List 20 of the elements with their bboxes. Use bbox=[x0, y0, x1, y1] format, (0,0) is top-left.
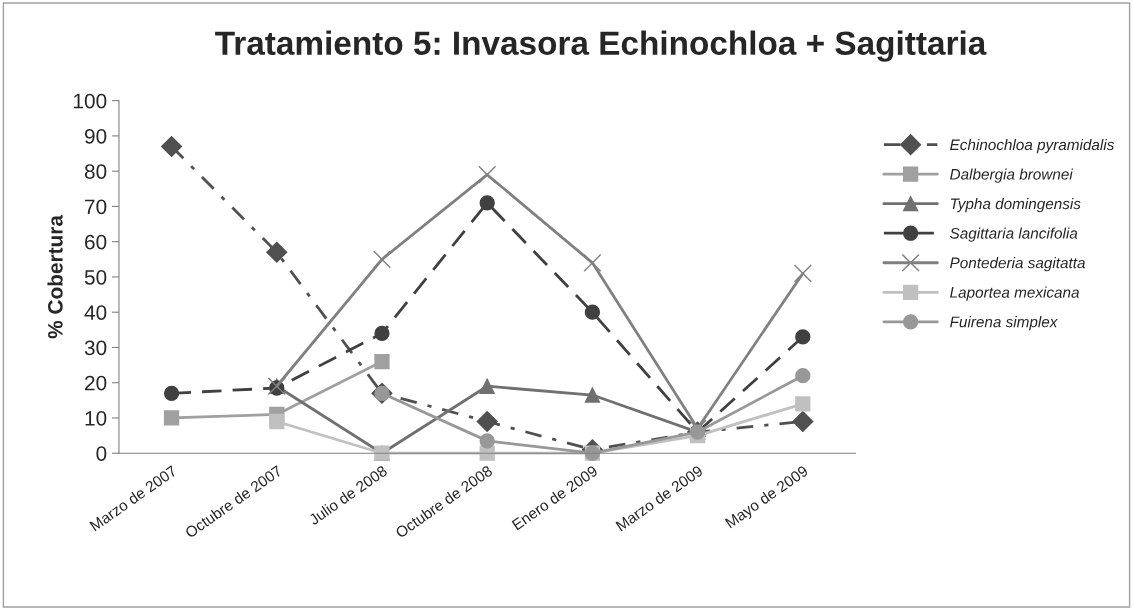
y-tick-label: 0 bbox=[96, 446, 107, 461]
y-tick-label: 90 bbox=[84, 128, 107, 144]
y-tick-label: 80 bbox=[84, 164, 107, 179]
y-tick-label: 100 bbox=[73, 93, 107, 109]
legend-label: Dalbergia brownei bbox=[950, 168, 1074, 183]
y-axis-title: % Cobertura bbox=[47, 214, 63, 339]
legend-label: Laportea mexicana bbox=[950, 286, 1080, 301]
y-tick-label: 10 bbox=[85, 410, 107, 426]
legend-label: Pontederia sagitatta bbox=[950, 257, 1085, 272]
legend-label: Typha domingensis bbox=[950, 197, 1081, 213]
y-tick-label: 40 bbox=[84, 305, 107, 320]
y-tick-label: 20 bbox=[85, 375, 107, 391]
chart-title: Tratamiento 5: Invasora Echinochloa + Sagittaria bbox=[215, 30, 987, 62]
y-tick-label: 70 bbox=[85, 199, 107, 215]
y-tick-label: 50 bbox=[84, 269, 107, 285]
y-tick-label: 30 bbox=[84, 340, 107, 356]
legend-label: Echinochloa pyramidalis bbox=[950, 138, 1115, 154]
legend-label: Sagittaria lancifolia bbox=[950, 227, 1078, 242]
legend-label: Fuirena simplex bbox=[950, 316, 1058, 331]
y-tick-label: 60 bbox=[85, 234, 107, 250]
